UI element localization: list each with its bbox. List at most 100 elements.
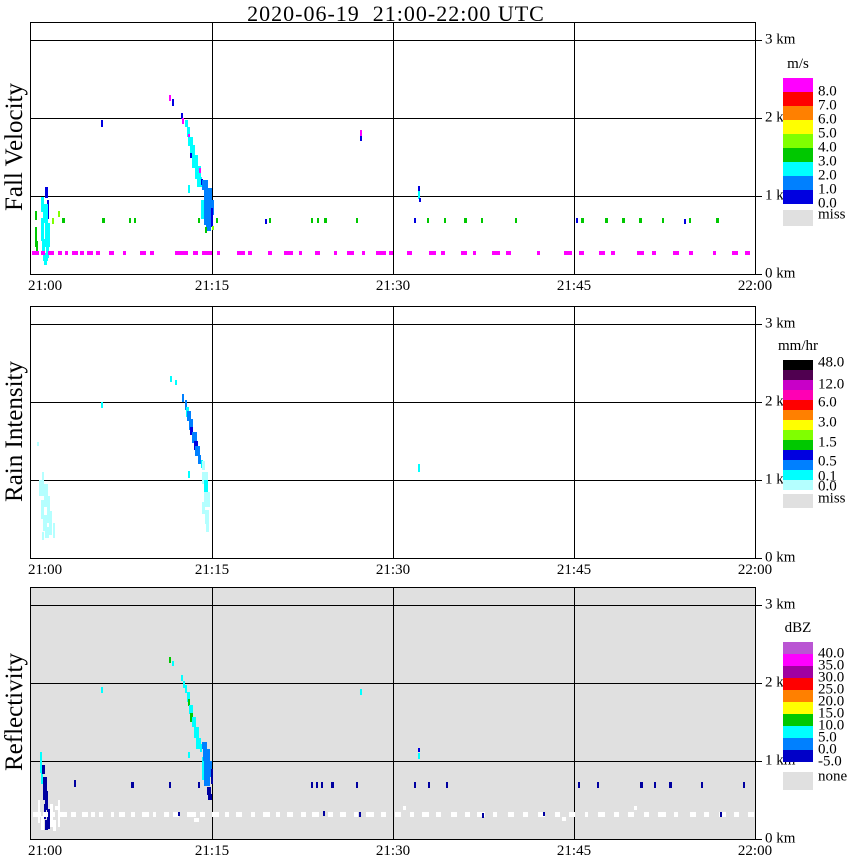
x-tick-label: 21:00 (28, 278, 63, 294)
data-mark (581, 217, 584, 224)
data-mark (418, 191, 421, 200)
colorbar-band (783, 642, 813, 654)
gridline-v (212, 588, 213, 839)
data-mark (436, 812, 442, 818)
data-mark (192, 717, 197, 727)
data-mark (605, 217, 608, 224)
data-mark (688, 217, 692, 224)
colorbar-band (783, 410, 813, 420)
data-mark (636, 250, 644, 255)
data-mark (355, 217, 358, 224)
x-tick-label: 22:00 (737, 278, 773, 294)
data-mark (662, 217, 665, 224)
data-mark (465, 812, 471, 818)
data-mark (193, 726, 199, 739)
panel-title-rain-intensity: Rain Intensity (0, 306, 30, 557)
data-mark (186, 692, 190, 702)
data-mark (195, 445, 200, 456)
colorbar-band (783, 726, 813, 738)
data-mark (523, 812, 529, 818)
data-mark (57, 250, 62, 255)
data-mark (182, 118, 185, 125)
y-tick (756, 196, 762, 197)
data-mark (204, 509, 209, 524)
data-mark (427, 782, 431, 788)
data-mark (190, 712, 194, 722)
data-mark (747, 812, 754, 818)
data-mark (712, 250, 717, 255)
data-mark (109, 250, 115, 255)
data-mark (40, 217, 45, 242)
data-mark (205, 223, 211, 232)
data-mark (202, 741, 208, 750)
data-mark (183, 680, 186, 689)
data-mark (225, 812, 229, 818)
panel-title-reflectivity: Reflectivity (0, 587, 30, 838)
data-mark (180, 675, 183, 682)
data-mark (32, 250, 39, 255)
data-mark (41, 532, 45, 541)
data-mark (316, 217, 320, 224)
data-mark (561, 817, 566, 822)
plot-reflectivity (30, 587, 756, 840)
data-mark (409, 812, 414, 818)
data-mark (96, 250, 100, 255)
colorbar-value-label: 0.1 (818, 468, 837, 485)
data-mark (537, 812, 546, 818)
data-mark (47, 250, 54, 255)
y-tick-label: 3 km (765, 596, 796, 613)
colorbar-title: m/s (787, 56, 809, 72)
data-mark (40, 196, 45, 213)
colorbar-band (783, 400, 813, 410)
data-mark (376, 250, 386, 255)
data-mark (208, 793, 212, 800)
data-mark (122, 250, 126, 255)
gridline-v (574, 307, 575, 558)
data-mark (52, 522, 55, 539)
data-mark (172, 99, 175, 107)
colorbar-band (783, 654, 813, 666)
colorbar-value-label: 20.0 (818, 693, 845, 710)
data-mark (248, 250, 252, 255)
data-mark (207, 786, 212, 795)
data-mark (70, 812, 76, 818)
y-tick (756, 118, 762, 119)
colorbar-value-label: 15.0 (818, 705, 845, 722)
data-mark (732, 250, 739, 255)
data-mark (596, 782, 600, 788)
data-mark (203, 480, 209, 496)
data-mark (203, 188, 212, 200)
data-mark (576, 217, 579, 223)
colorbar-value-label: 1.5 (818, 434, 837, 451)
data-mark (339, 812, 346, 818)
data-mark (315, 782, 319, 788)
data-mark (119, 812, 126, 818)
data-mark (380, 812, 386, 818)
gridline-v (212, 307, 213, 558)
data-mark (52, 819, 57, 832)
x-tick-label: 21:45 (556, 562, 592, 578)
gridline-v (393, 588, 394, 839)
data-mark (301, 812, 307, 818)
colorbar-band (783, 380, 813, 390)
colorbar-value-label: 0.0 (818, 478, 837, 495)
data-mark (187, 185, 190, 193)
data-mark (689, 812, 696, 818)
data-mark (622, 217, 625, 224)
colorbar-band (783, 190, 813, 204)
data-mark (58, 210, 61, 218)
colorbar-band (783, 702, 813, 714)
gridline-v (574, 23, 575, 274)
data-mark (34, 210, 38, 221)
data-mark (421, 812, 430, 818)
data-mark (402, 806, 407, 811)
data-mark (361, 250, 366, 255)
colorbar-value-label: 3.0 (818, 153, 837, 170)
data-mark (212, 812, 220, 818)
data-mark (333, 250, 338, 255)
data-mark (700, 782, 704, 788)
data-mark (653, 782, 657, 788)
data-mark (59, 812, 68, 818)
data-mark (196, 177, 203, 187)
colorbar-band (783, 92, 813, 106)
